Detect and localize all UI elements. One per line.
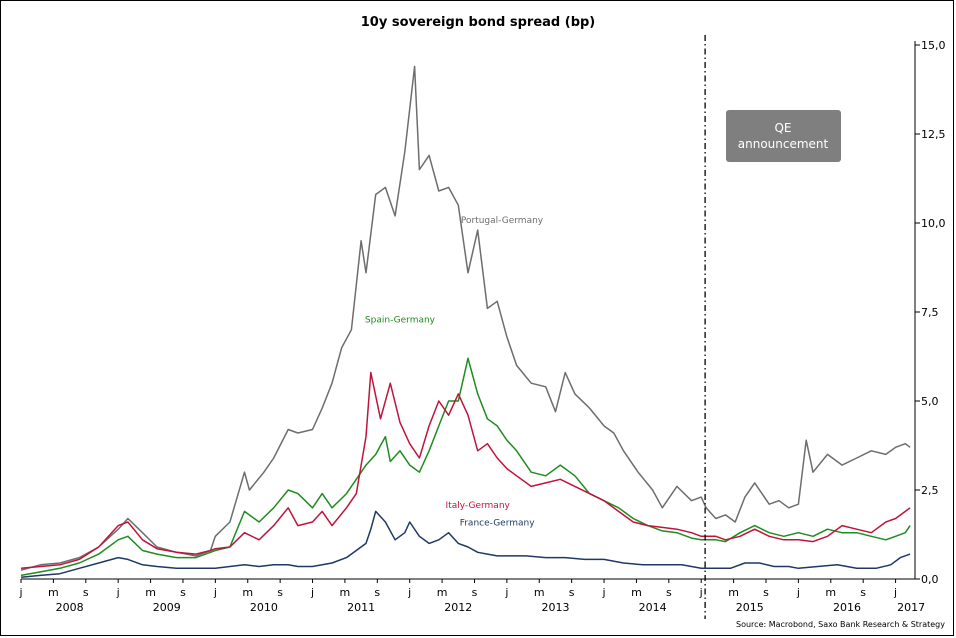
x-year-label: 2017 (897, 601, 925, 614)
qe-annotation: QE announcement (726, 110, 841, 162)
x-month-label: j (699, 586, 703, 599)
x-month-label: s (763, 586, 769, 599)
x-month-label: m (825, 586, 836, 599)
x-year-label: 2008 (56, 601, 84, 614)
series-line-spain-germany (20, 357, 911, 577)
x-month-label: m (145, 586, 156, 599)
x-month-label: m (242, 586, 253, 599)
x-year-label: 2015 (736, 601, 764, 614)
x-month-label: j (213, 586, 217, 599)
series-line-portugal-germany (20, 65, 911, 571)
x-month-label: j (18, 586, 22, 599)
x-year-label: 2014 (639, 601, 667, 614)
series-label-portugal-germany: Portugal-Germany (461, 216, 544, 226)
x-month-label: j (893, 586, 897, 599)
x-month-label: s (374, 586, 380, 599)
y-tick-label: 12,5 (921, 128, 946, 141)
chart-title: 10y sovereign bond spread (bp) (361, 15, 596, 30)
x-month-label: s (666, 586, 672, 599)
source-note: Source: Macrobond, Saxo Bank Research & … (736, 620, 945, 629)
qe-annotation-line1: QE (774, 121, 791, 135)
x-month-label: s (277, 586, 283, 599)
series-line-italy-germany (20, 371, 911, 570)
y-axis-ticks: 0,0 2,5 5,0 7,5 10,0 12,5 15,0 (915, 39, 946, 586)
y-tick-label: 10,0 (921, 217, 946, 230)
x-month-label: m (728, 586, 739, 599)
y-tick-label: 2,5 (921, 484, 939, 497)
x-month-label: j (602, 586, 606, 599)
x-month-label: s (472, 586, 478, 599)
x-year-label: 2016 (833, 601, 861, 614)
x-month-label: s (860, 586, 866, 599)
x-month-label: j (116, 586, 120, 599)
series-label-france-germany: France-Germany (460, 519, 536, 529)
x-month-label: j (310, 586, 314, 599)
series-label-italy-germany: Italy-Germany (446, 501, 511, 511)
series-labels: Portugal-Germany Spain-Germany Italy-Germa… (365, 216, 544, 529)
x-year-label: 2012 (444, 601, 472, 614)
x-month-label: m (631, 586, 642, 599)
y-tick-label: 15,0 (921, 39, 946, 52)
qe-annotation-line2: announcement (738, 137, 829, 151)
x-year-label: 2010 (250, 601, 278, 614)
x-month-label: s (83, 586, 89, 599)
x-month-label: m (48, 586, 59, 599)
y-tick-label: 5,0 (921, 395, 939, 408)
y-tick-label: 0,0 (921, 573, 939, 586)
x-month-label: s (180, 586, 186, 599)
x-month-label: m (340, 586, 351, 599)
x-year-label: 2009 (153, 601, 181, 614)
x-month-label: j (796, 586, 800, 599)
series-line-france-germany (20, 510, 911, 578)
x-month-label: j (504, 586, 508, 599)
x-month-label: m (437, 586, 448, 599)
x-month-label: j (407, 586, 411, 599)
x-year-label: 2011 (347, 601, 375, 614)
y-tick-label: 7,5 (921, 306, 939, 319)
series-lines (20, 65, 911, 578)
qe-annotation-box (726, 110, 841, 162)
x-month-label: m (534, 586, 545, 599)
series-label-spain-germany: Spain-Germany (365, 316, 436, 326)
x-month-label: s (569, 586, 575, 599)
x-year-label: 2013 (541, 601, 569, 614)
